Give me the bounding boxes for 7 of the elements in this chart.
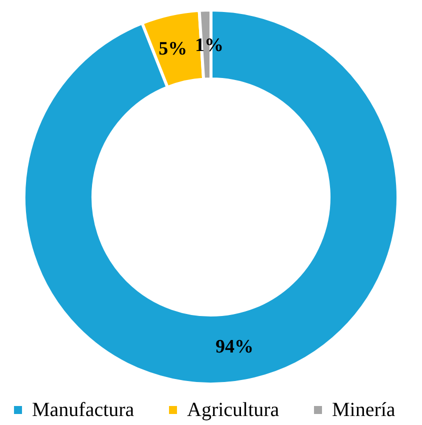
data-label: 5%: [158, 38, 188, 60]
legend-label: Manufactura: [32, 399, 134, 421]
data-label: 94%: [215, 336, 254, 358]
data-label: 1%: [194, 35, 224, 56]
legend-label: Agricultura: [187, 399, 280, 421]
donut-slice: [22, 8, 400, 386]
legend-label: Minería: [332, 399, 396, 421]
